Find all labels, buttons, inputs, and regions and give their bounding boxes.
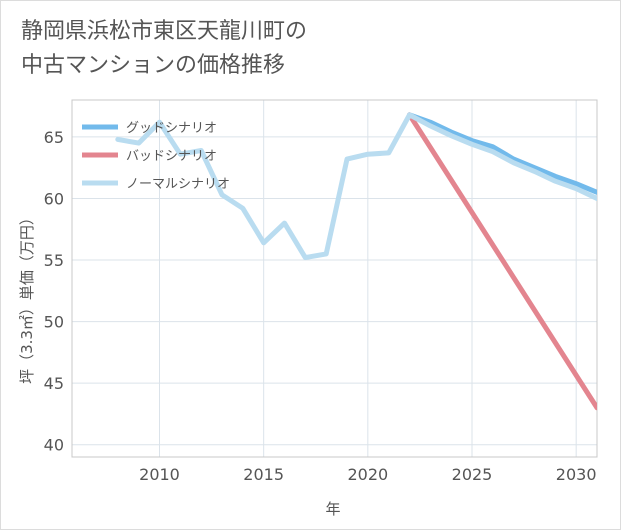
legend-label: バッドシナリオ <box>126 149 217 164</box>
x-tick-label: 2015 <box>243 465 284 484</box>
y-axis-label: 坪（3.3㎡）単価（万円） <box>18 210 36 384</box>
chart-title-line-1: 静岡県浜松市東区天龍川町の <box>21 19 308 44</box>
legend-label: ノーマルシナリオ <box>126 177 230 192</box>
x-tick-label: 2020 <box>347 465 388 484</box>
normal-scenario-line <box>115 112 597 261</box>
bad-scenario-line <box>407 112 597 411</box>
chart-title: 静岡県浜松市東区天龍川町の 中古マンションの価格推移 <box>21 15 307 83</box>
x-axis-label: 年 <box>325 500 340 518</box>
y-tick-label: 40 <box>44 436 64 455</box>
x-tick-label: 2030 <box>556 465 597 484</box>
legend-item-normal: ノーマルシナリオ <box>82 177 230 192</box>
plot-border <box>71 99 598 458</box>
series-layer <box>115 112 597 411</box>
y-tick-label: 50 <box>44 313 64 332</box>
tick-labels: 2010 2015 2020 2025 2030 40 45 50 55 60 65 <box>44 128 597 484</box>
legend-item-good: グッドシナリオ <box>82 121 217 136</box>
y-tick-label: 60 <box>44 189 64 208</box>
x-tick-label: 2010 <box>139 465 180 484</box>
y-tick-label: 65 <box>44 128 64 147</box>
good-scenario-line <box>407 112 597 195</box>
grid <box>72 100 597 457</box>
legend-item-bad: バッドシナリオ <box>82 149 217 164</box>
chart-title-line-2: 中古マンションの価格推移 <box>21 53 286 78</box>
y-tick-label: 45 <box>44 374 64 393</box>
y-tick-label: 55 <box>44 251 64 270</box>
legend-label: グッドシナリオ <box>126 121 217 136</box>
x-tick-label: 2025 <box>452 465 493 484</box>
